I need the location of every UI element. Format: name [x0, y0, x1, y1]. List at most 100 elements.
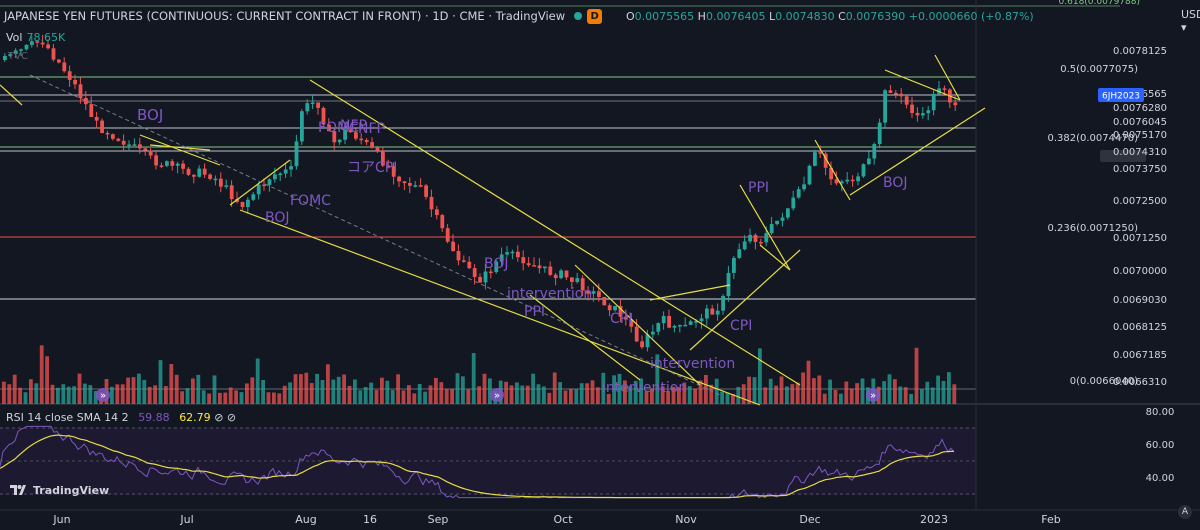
candle	[67, 71, 72, 80]
candle	[451, 241, 455, 252]
candle	[883, 90, 887, 123]
candle	[154, 155, 158, 166]
volume-bar	[218, 392, 222, 404]
volume-bar	[909, 393, 913, 404]
volume-bar	[947, 372, 951, 404]
candle	[537, 265, 542, 269]
trend-line	[139, 134, 221, 166]
high-value: 0.0076405	[705, 10, 766, 23]
volume-bar	[7, 384, 12, 404]
fib-label: 0.5(0.0077075)	[1060, 64, 1138, 75]
candle	[602, 297, 607, 306]
candle	[796, 189, 801, 198]
candle	[845, 179, 850, 182]
event-annotation: FOMC	[318, 120, 359, 136]
price-tick-label: 0.0078125	[1113, 46, 1167, 57]
candle	[543, 266, 547, 269]
open-value: 0.0075565	[634, 10, 695, 23]
price-tick-label: 0.0070000	[1113, 266, 1167, 277]
event-annotation: コアCPI	[347, 160, 397, 176]
candle	[926, 110, 931, 114]
candle	[910, 104, 914, 113]
volume-bar	[72, 386, 76, 404]
candle	[73, 79, 77, 85]
volume-bar	[650, 388, 654, 404]
candle	[84, 97, 88, 105]
volume-bar	[860, 378, 865, 404]
trend-line	[149, 144, 211, 151]
candle	[132, 144, 137, 146]
volume-bar	[660, 386, 665, 404]
auto-scale-button[interactable]: A	[1178, 505, 1192, 519]
volume-bar	[266, 392, 271, 404]
candle	[8, 54, 13, 56]
volume-bar	[806, 360, 811, 404]
volume-bar	[704, 374, 708, 404]
candle	[710, 308, 715, 315]
volume-legend[interactable]: Vol 78.65K	[6, 31, 66, 44]
candle	[202, 168, 207, 175]
candle	[408, 183, 412, 186]
event-annotation: BOJ	[484, 256, 509, 272]
price-tick-label: 0.0066310	[1113, 377, 1167, 388]
currency-selector[interactable]: USD ▾	[1181, 8, 1200, 34]
volume-bar	[93, 391, 98, 404]
volume-bar	[844, 381, 849, 404]
rsi-title: RSI 14 close SMA 14 2	[6, 411, 129, 424]
candle	[267, 179, 272, 185]
volume-bar	[282, 385, 287, 404]
volume-bar	[115, 384, 120, 404]
volume-bar	[34, 383, 39, 404]
price-tick-label: 0.0076045	[1113, 117, 1167, 128]
event-annotation: intervention	[650, 356, 735, 372]
volume-bar	[223, 392, 228, 404]
candle	[445, 228, 450, 242]
rsi-value: 59.88	[138, 411, 170, 424]
candle	[823, 153, 828, 168]
event-annotation: PPI	[524, 304, 545, 320]
candle	[57, 59, 61, 63]
candle	[786, 208, 790, 218]
volume-bar	[56, 387, 60, 404]
candle	[586, 290, 590, 294]
candle	[532, 265, 536, 267]
candle	[564, 270, 569, 278]
candle	[813, 152, 817, 166]
volume-bar	[504, 381, 508, 404]
rsi-line	[0, 425, 955, 499]
candle	[769, 224, 774, 234]
price-tick-label: 0.0075170	[1113, 130, 1167, 141]
candle	[197, 168, 202, 177]
data-delay-badge[interactable]: D	[587, 8, 603, 24]
volume-bar	[45, 356, 49, 404]
candle	[661, 316, 666, 324]
candle	[737, 249, 742, 258]
candle	[337, 139, 342, 143]
candle	[651, 331, 655, 335]
candle	[462, 260, 466, 262]
candle	[748, 234, 752, 242]
fib-top-label: 0.618(0.0079788)	[1059, 0, 1140, 7]
price-tick-label: 0.0071250	[1113, 233, 1167, 244]
candle	[818, 152, 823, 154]
tradingview-logo[interactable]: TradingView	[10, 483, 109, 497]
rsi-legend[interactable]: RSI 14 close SMA 14 2 59.88 62.79 ⊘ ⊘	[6, 411, 236, 424]
candle	[348, 129, 353, 133]
candle	[300, 111, 304, 142]
event-annotation: NFP	[340, 118, 367, 134]
candle	[505, 252, 509, 255]
candle	[159, 165, 164, 167]
candle	[100, 120, 104, 133]
price-tick-label: 0.0067185	[1113, 350, 1167, 361]
candle	[877, 122, 882, 145]
trend-line	[239, 209, 761, 406]
candle	[807, 165, 812, 185]
volume-bar	[88, 385, 93, 404]
candle	[867, 158, 871, 165]
volume-bar	[29, 379, 33, 404]
visibility-icon[interactable]: ⊘ ⊘	[214, 411, 237, 424]
symbol-title[interactable]: JAPANESE YEN FUTURES (CONTINUOUS: CURREN…	[4, 9, 566, 23]
candle	[715, 310, 720, 315]
time-axis-label: 2023	[920, 513, 948, 526]
